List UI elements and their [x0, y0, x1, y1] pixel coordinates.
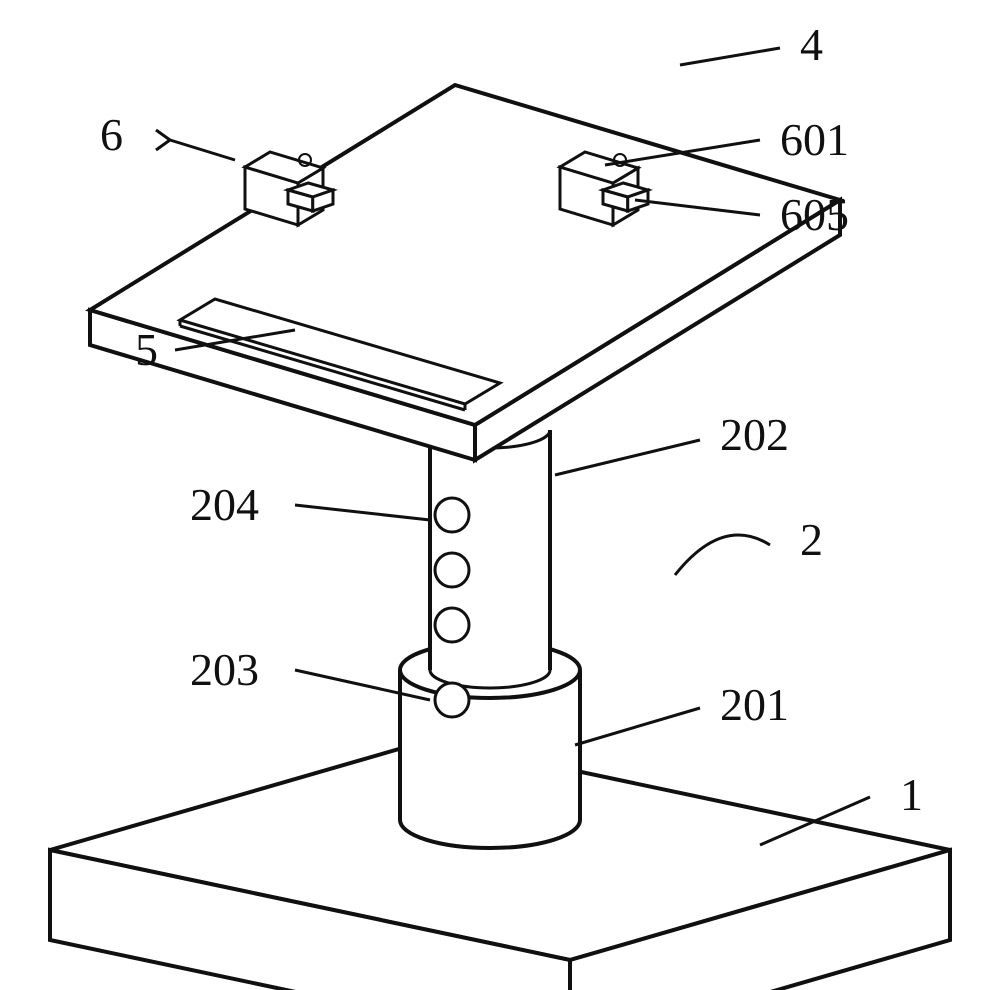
leader-assembly2 — [675, 535, 770, 575]
outer-cylinder — [400, 642, 580, 848]
adjust-hole — [435, 553, 469, 587]
label-top_plate: 4 — [800, 19, 823, 70]
label-slot: 5 — [135, 324, 158, 375]
label-outer_tube: 201 — [720, 679, 789, 730]
label-hole: 204 — [190, 479, 259, 530]
label-clamp_left: 6 — [100, 109, 123, 160]
leader-outer_tube — [575, 708, 700, 745]
label-clamp_block: 601 — [780, 114, 849, 165]
leader-inner_tube — [555, 440, 700, 475]
patent-figure: 1 2 201 202 203 204 4 5 6 601 605 — [0, 0, 1000, 990]
adjust-hole — [435, 498, 469, 532]
adjust-hole — [435, 608, 469, 642]
leader-top_plate — [680, 48, 780, 65]
locking-pin — [435, 683, 469, 717]
leader-hole — [295, 505, 430, 520]
label-pin: 203 — [190, 644, 259, 695]
label-inner_tube: 202 — [720, 409, 789, 460]
label-base: 1 — [900, 769, 923, 820]
label-clamp_foot: 605 — [780, 189, 849, 240]
label-assembly2: 2 — [800, 514, 823, 565]
leader-clamp_left — [170, 140, 235, 160]
